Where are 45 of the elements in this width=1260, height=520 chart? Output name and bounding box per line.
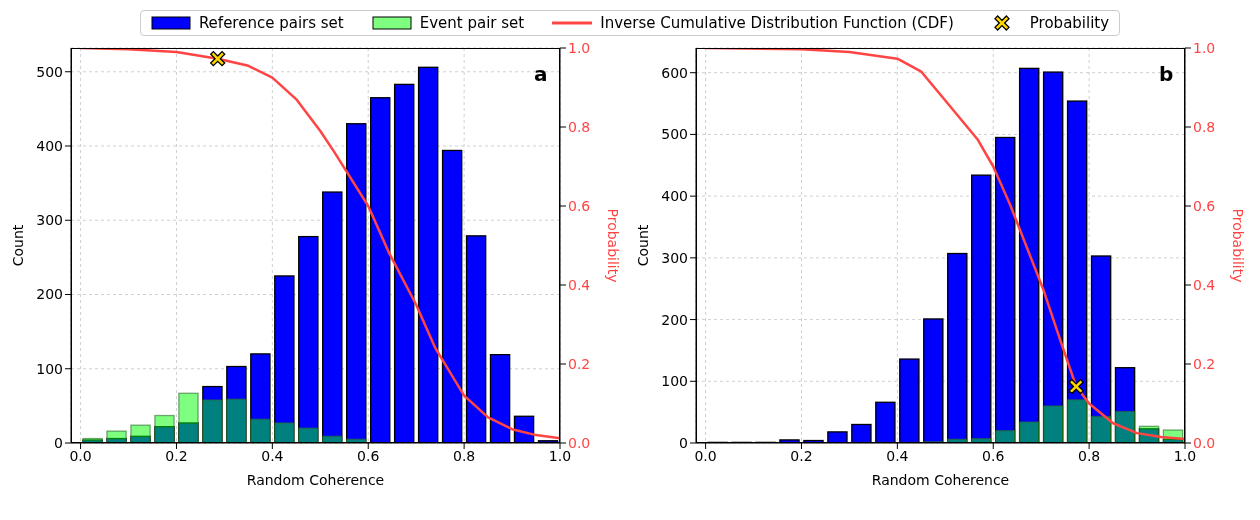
x-tick-label: 0.8 [1077, 447, 1101, 464]
annotation: a [534, 62, 548, 86]
y2-tick-label: 0.6 [568, 197, 591, 214]
y-tick-label: 300 [36, 212, 63, 229]
y-tick-label: 500 [661, 126, 688, 143]
x-tick-label: 0.2 [165, 447, 188, 464]
y-axis-title: Count [9, 224, 26, 267]
x-tick-label: 0.2 [790, 447, 813, 464]
y-tick-label: 600 [661, 64, 688, 81]
x-tick-label: 0.0 [69, 447, 92, 464]
y-tick-label: 500 [36, 63, 63, 80]
x-tick-label: 0.4 [886, 447, 909, 464]
y-tick-label: 100 [36, 360, 63, 377]
y-tick-label: 400 [661, 188, 688, 205]
y2-axis-title: Probability [605, 208, 622, 283]
y-axis-title: Count [634, 224, 651, 267]
y2-tick-label: 0.6 [1193, 197, 1216, 214]
y2-tick-label: 0.2 [1193, 355, 1216, 372]
x-axis-title: Random Coherence [246, 472, 385, 488]
x-axis-title: Random Coherence [871, 472, 1010, 488]
y2-tick-label: 0.4 [1193, 276, 1216, 293]
y2-axis-title: Probability [1230, 208, 1247, 283]
legend-label: Probability [1029, 14, 1110, 32]
y2-tick-label: 0.8 [1193, 118, 1216, 135]
y2-tick-label: 1.0 [1193, 39, 1216, 56]
y-tick-label: 0 [679, 434, 688, 451]
y2-tick-label: 0.8 [568, 118, 591, 135]
y-tick-label: 400 [36, 137, 63, 154]
y-tick-label: 0 [54, 434, 63, 451]
x-tick-label: 0.6 [357, 447, 380, 464]
legend-label: Inverse Cumulative Distribution Function (CDF) [600, 14, 954, 32]
y-tick-label: 100 [661, 373, 688, 390]
y2-tick-label: 1.0 [568, 39, 591, 56]
x-tick-label: 0.6 [982, 447, 1005, 464]
y-tick-label: 200 [661, 311, 688, 328]
y-tick-label: 200 [36, 286, 63, 303]
x-tick-label: 0.8 [452, 447, 476, 464]
y2-tick-label: 0.4 [568, 276, 591, 293]
legend-label: Reference pairs set [198, 14, 344, 32]
x-tick-label: 0.0 [694, 447, 717, 464]
legend-label: Event pair set [419, 14, 525, 32]
y-tick-label: 300 [661, 249, 688, 266]
annotation: b [1159, 62, 1174, 86]
y2-tick-label: 0.2 [568, 355, 591, 372]
x-tick-label: 0.4 [261, 447, 284, 464]
